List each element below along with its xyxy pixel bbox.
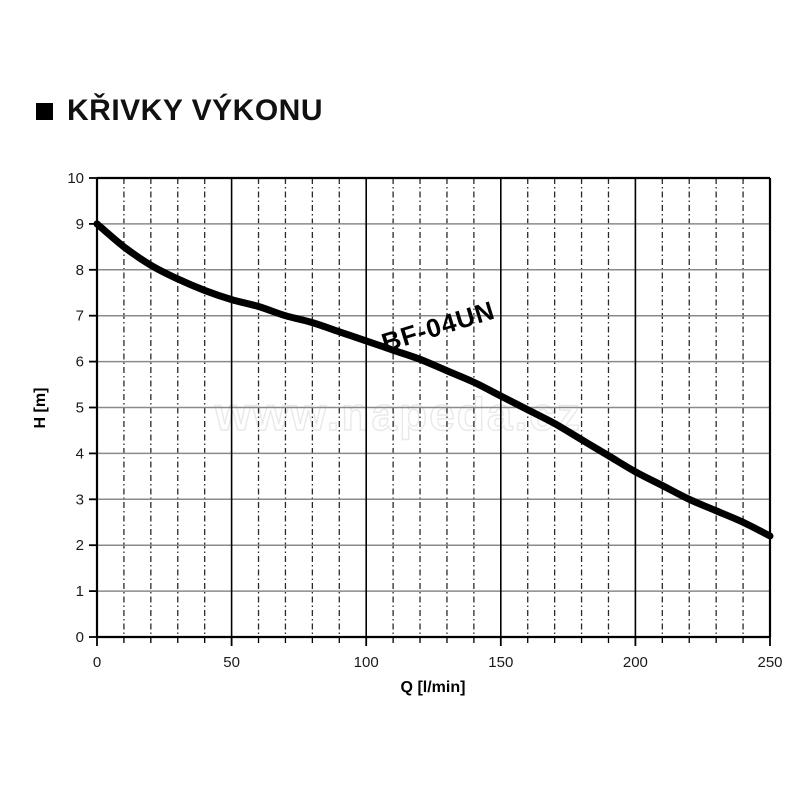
y-tick-label: 5 — [76, 400, 84, 417]
y-tick-label: 3 — [76, 491, 84, 508]
watermark-text: www.napeda.cz — [214, 388, 582, 440]
x-tick-label: 50 — [223, 654, 240, 671]
page-title-text: KŘIVKY VÝKONU — [67, 94, 323, 127]
x-axis-ticks — [96, 637, 771, 646]
square-bullet-icon — [36, 102, 53, 120]
y-axis-ticks — [89, 177, 97, 638]
page-title: KŘIVKY VÝKONU — [36, 96, 323, 126]
x-tick-label: 250 — [757, 654, 782, 671]
y-tick-label: 8 — [76, 262, 84, 279]
grid-horizontal — [97, 223, 770, 592]
y-tick-label: 4 — [76, 445, 84, 462]
x-axis-title: Q [l/min] — [401, 679, 466, 696]
y-tick-label: 10 — [67, 170, 84, 187]
curve-bf-04un — [93, 220, 774, 540]
watermark: www.napeda.cz — [213, 387, 582, 440]
y-axis-tick-labels: 0 1 2 3 4 5 6 7 8 9 10 — [67, 170, 84, 646]
y-axis-title: H [m] — [32, 388, 49, 429]
x-axis-tick-labels: 0 50 100 150 200 250 — [93, 654, 783, 671]
x-tick-label: 200 — [623, 654, 648, 671]
x-tick-label: 0 — [93, 654, 101, 671]
y-tick-label: 1 — [76, 583, 84, 600]
grid-major-vertical — [230, 178, 637, 637]
x-tick-label: 150 — [488, 654, 513, 671]
y-tick-label: 7 — [76, 308, 84, 325]
y-tick-label: 2 — [76, 537, 84, 554]
y-tick-label: 0 — [76, 629, 84, 646]
x-tick-label: 100 — [354, 654, 379, 671]
y-tick-label: 6 — [76, 354, 84, 371]
y-tick-label: 9 — [76, 216, 84, 233]
